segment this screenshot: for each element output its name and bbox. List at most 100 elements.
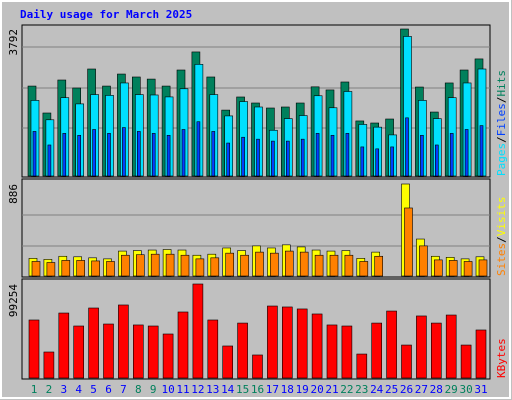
x-tick-label: 25	[385, 383, 398, 396]
x-tick-label: 15	[236, 383, 249, 396]
x-tick-label: 29	[445, 383, 458, 396]
legend-entry: KBytes	[495, 338, 508, 378]
x-tick-label: 17	[266, 383, 279, 396]
bar	[47, 144, 52, 177]
bar	[225, 252, 234, 277]
x-tick-label: 21	[325, 383, 338, 396]
bar	[360, 146, 365, 177]
bar	[267, 305, 278, 379]
x-tick-label: 20	[310, 383, 323, 396]
bar	[91, 260, 100, 277]
bar	[76, 260, 85, 277]
x-tick-label: 12	[191, 383, 204, 396]
bar	[195, 258, 205, 277]
bar	[106, 261, 115, 277]
bar	[147, 325, 159, 379]
bar	[122, 127, 126, 177]
chart-title: Daily usage for March 2025	[20, 8, 192, 21]
bar	[177, 311, 189, 379]
bar	[386, 310, 397, 379]
bar	[329, 254, 339, 277]
bar	[463, 261, 473, 277]
bar	[192, 283, 204, 379]
bar	[103, 323, 114, 379]
bar	[196, 121, 201, 177]
bar	[73, 325, 84, 379]
bar	[133, 324, 144, 379]
bar	[285, 140, 290, 177]
bar	[404, 207, 413, 277]
x-tick-label: 1	[31, 383, 38, 396]
x-tick-label: 11	[176, 383, 189, 396]
bar	[330, 134, 335, 177]
bar	[270, 252, 279, 277]
bar	[88, 307, 99, 379]
x-tick-label: 7	[120, 383, 127, 396]
bar	[464, 129, 469, 177]
x-tick-label: 14	[221, 383, 235, 396]
bar	[375, 148, 380, 177]
x-tick-label: 26	[400, 383, 413, 396]
bar	[314, 254, 324, 277]
bar	[284, 250, 294, 277]
bar	[58, 312, 70, 379]
bar	[374, 255, 384, 277]
bar	[252, 354, 263, 379]
legend-entry: Sites	[495, 243, 508, 276]
legend-entry: Hits	[495, 70, 508, 97]
bar	[121, 254, 130, 277]
bar	[255, 251, 264, 277]
legend-entry: Visits	[495, 197, 508, 237]
bar	[271, 140, 275, 177]
bar	[478, 259, 488, 277]
bar	[449, 133, 454, 177]
bar	[180, 254, 190, 277]
x-tick-label: 24	[370, 383, 384, 396]
x-tick-label: 28	[430, 383, 443, 396]
bar	[151, 133, 156, 177]
x-tick-label: 27	[415, 383, 428, 396]
bar	[31, 261, 41, 277]
bar	[166, 134, 171, 177]
legend-separator: /	[495, 97, 508, 104]
bar	[43, 351, 55, 379]
bar	[296, 308, 308, 379]
bar	[475, 329, 487, 379]
bar	[300, 138, 305, 177]
x-tick-label: 31	[474, 383, 487, 396]
bar	[118, 304, 129, 379]
bar	[207, 319, 219, 379]
bar	[136, 254, 145, 277]
bar	[479, 125, 484, 177]
bar	[32, 131, 37, 177]
y-tick-label: 886	[7, 184, 20, 204]
bar	[46, 262, 56, 277]
x-tick-label: 13	[206, 383, 219, 396]
x-tick-label: 10	[161, 383, 174, 396]
x-tick-label: 4	[75, 383, 82, 396]
bar	[445, 314, 457, 379]
legend-separator: /	[495, 136, 508, 143]
bar	[448, 260, 458, 277]
bar	[281, 306, 293, 379]
bar	[181, 129, 186, 177]
y-tick-label: 99254	[7, 284, 20, 317]
x-tick-label: 30	[459, 383, 472, 396]
bar	[61, 260, 71, 277]
bar	[165, 253, 175, 277]
x-tick-label: 2	[46, 383, 53, 396]
x-tick-label: 5	[90, 383, 97, 396]
bar	[256, 138, 260, 177]
bar	[150, 253, 160, 277]
bar	[211, 131, 216, 177]
legend: KBytes	[495, 338, 508, 378]
legend-entry: Pages	[495, 143, 508, 176]
bar	[299, 251, 309, 277]
x-tick-label: 19	[296, 383, 309, 396]
bar	[460, 344, 472, 379]
bar	[419, 245, 428, 277]
bar	[28, 319, 40, 379]
bar	[356, 353, 368, 379]
